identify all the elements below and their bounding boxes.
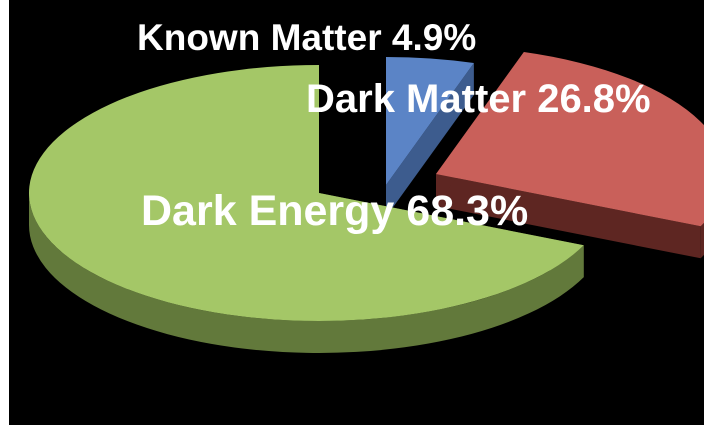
pie-chart: Known Matter 4.9% Dark Matter 26.8% Dark… [28,17,704,353]
label-dark-energy: Dark Energy 68.3% [141,187,528,235]
slice-known-matter [386,57,474,185]
slice-side-dark-matter [700,222,704,259]
slice-cutface-known-matter-end [386,63,474,217]
label-known-matter: Known Matter 4.9% [137,17,476,58]
pie-tops [28,52,704,321]
label-dark-matter: Dark Matter 26.8% [306,77,651,121]
plot-area: Known Matter 4.9% Dark Matter 26.8% Dark… [9,0,704,425]
slice-side-dark-energy [29,193,584,353]
slice-cutface-dark-matter-end [436,174,701,259]
slice-dark-energy [28,65,584,321]
slice-dark-matter [436,52,704,227]
